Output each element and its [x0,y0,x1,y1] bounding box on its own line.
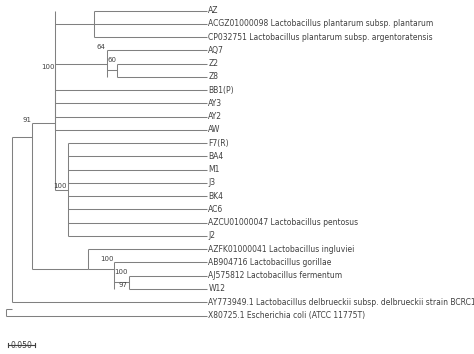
Text: 0.050: 0.050 [11,341,33,350]
Text: X80725.1 Escherichia coli (ATCC 11775T): X80725.1 Escherichia coli (ATCC 11775T) [209,311,365,320]
Text: W12: W12 [209,285,226,293]
Text: ACGZ01000098 Lactobacillus plantarum subsp. plantarum: ACGZ01000098 Lactobacillus plantarum sub… [209,19,434,28]
Text: AZCU01000047 Lactobacillus pentosus: AZCU01000047 Lactobacillus pentosus [209,218,358,227]
Text: F7(R): F7(R) [209,139,229,148]
Text: BK4: BK4 [209,192,223,201]
Text: 100: 100 [100,256,113,262]
Text: AZ: AZ [209,6,219,15]
Text: 91: 91 [22,117,31,122]
Text: 100: 100 [114,269,128,275]
Text: J3: J3 [209,178,216,188]
Text: 100: 100 [41,64,55,70]
Text: AJ575812 Lactobacillus fermentum: AJ575812 Lactobacillus fermentum [209,271,343,280]
Text: 60: 60 [108,57,117,63]
Text: M1: M1 [209,165,220,174]
Text: Z2: Z2 [209,59,219,68]
Text: AC6: AC6 [209,205,224,214]
Text: AZFK01000041 Lactobacillus ingluviei: AZFK01000041 Lactobacillus ingluviei [209,245,355,254]
Text: AY3: AY3 [209,99,223,108]
Text: Z8: Z8 [209,73,219,81]
Text: AY773949.1 Lactobacillus delbrueckii subsp. delbrueckii strain BCRC12195: AY773949.1 Lactobacillus delbrueckii sub… [209,298,474,307]
Text: 64: 64 [97,44,106,50]
Text: J2: J2 [209,232,215,240]
Text: BA4: BA4 [209,152,224,161]
Text: BB1(P): BB1(P) [209,86,234,95]
Text: CP032751 Lactobacillus plantarum subsp. argentoratensis: CP032751 Lactobacillus plantarum subsp. … [209,33,433,42]
Text: 100: 100 [54,183,67,189]
Text: 97: 97 [119,282,128,288]
Text: AQ7: AQ7 [209,46,224,55]
Text: AW: AW [209,125,221,135]
Text: AB904716 Lactobacillus gorillae: AB904716 Lactobacillus gorillae [209,258,332,267]
Text: AY2: AY2 [209,112,222,121]
